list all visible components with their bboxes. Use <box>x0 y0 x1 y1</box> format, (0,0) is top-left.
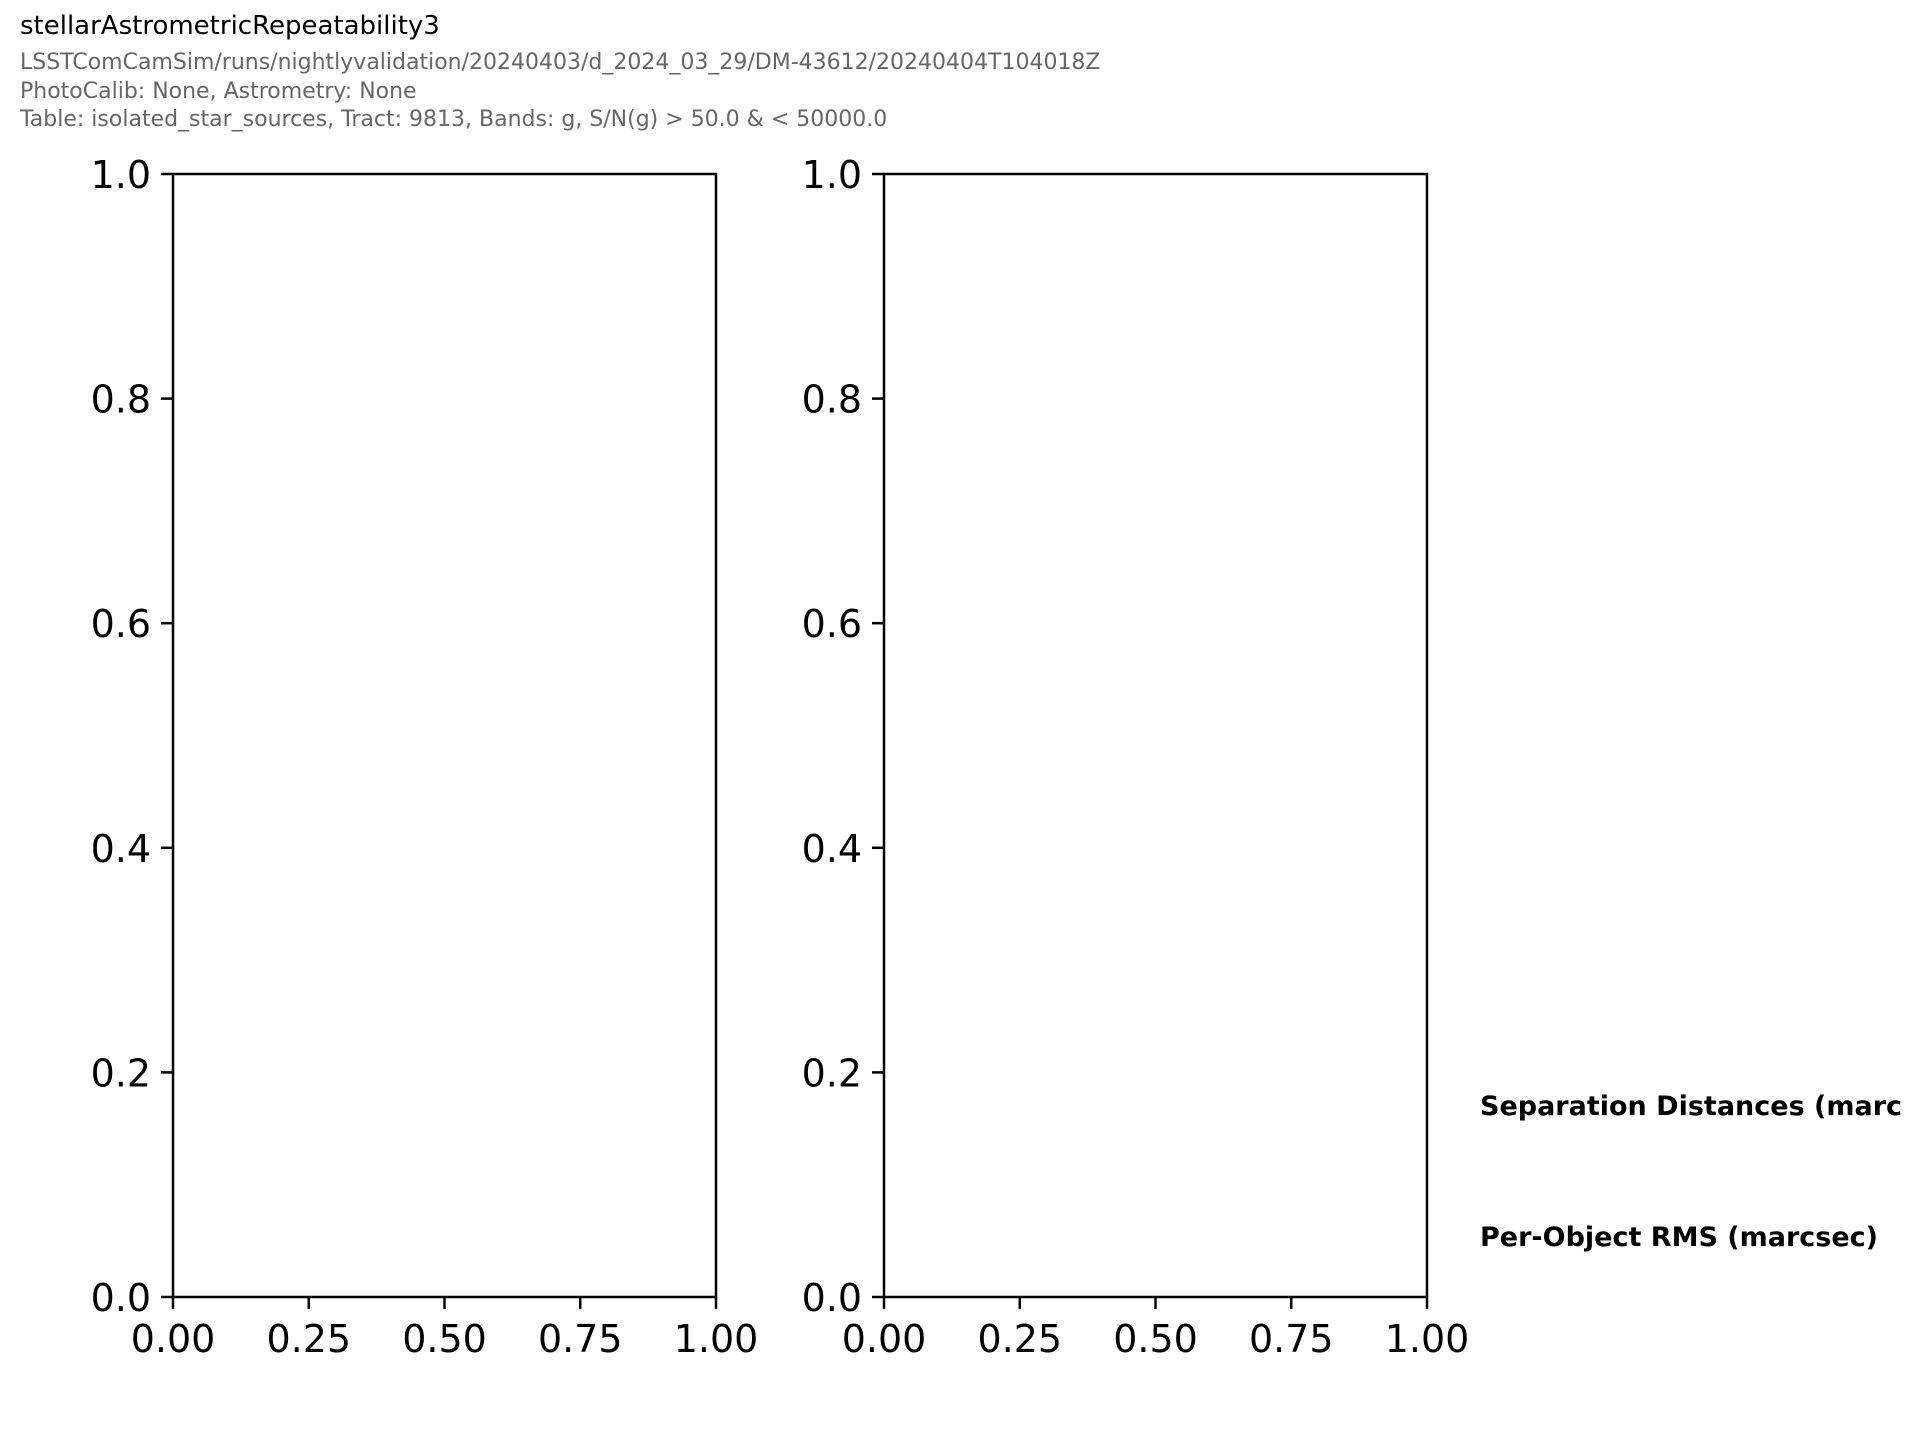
subtitle-selection: Table: isolated_star_sources, Tract: 981… <box>19 107 887 132</box>
x-tick-label: 1.00 <box>1385 1317 1470 1361</box>
y-tick-label: 0.0 <box>802 1276 862 1320</box>
separation-distances-panel: 0.00 0.25 0.50 0.75 1.00 0.0 0.2 0.4 0.6 0.8 1.0 <box>91 153 759 1361</box>
subtitle-calibration: PhotoCalib: None, Astrometry: None <box>20 79 417 104</box>
y-tick-label: 0.4 <box>802 827 862 871</box>
subtitle-run-path: LSSTComCamSim/runs/nightlyvalidation/202… <box>20 50 1101 75</box>
x-tick-label: 0.00 <box>131 1317 216 1361</box>
x-tick-label: 0.25 <box>266 1317 351 1361</box>
y-tick-label: 0.6 <box>91 602 151 646</box>
axes-frame <box>882 172 1429 1299</box>
axes-frame <box>171 172 718 1299</box>
x-tick-label: 0.75 <box>1249 1317 1334 1361</box>
per-object-rms-label: Per-Object RMS (marcsec) <box>1480 1222 1878 1253</box>
y-tick-label: 0.8 <box>802 378 862 422</box>
y-tick-label: 0.8 <box>91 378 151 422</box>
y-tick-label: 1.0 <box>91 153 151 197</box>
per-object-rms-panel: 0.00 0.25 0.50 0.75 1.00 0.0 0.2 0.4 0.6 0.8 1.0 <box>802 153 1470 1361</box>
y-tick-label: 0.4 <box>91 827 151 871</box>
x-tick-label: 1.00 <box>674 1317 759 1361</box>
y-tick-label: 0.2 <box>802 1051 862 1095</box>
separation-distances-label: Separation Distances (marc <box>1480 1091 1902 1122</box>
x-tick-label: 0.50 <box>1113 1317 1198 1361</box>
y-tick-label: 1.0 <box>802 153 862 197</box>
y-tick-label: 0.2 <box>91 1051 151 1095</box>
y-tick-label: 0.0 <box>91 1276 151 1320</box>
x-tick-label: 0.50 <box>402 1317 487 1361</box>
x-tick-label: 0.25 <box>977 1317 1062 1361</box>
x-tick-label: 0.00 <box>842 1317 927 1361</box>
x-tick-label: 0.75 <box>538 1317 623 1361</box>
y-tick-label: 0.6 <box>802 602 862 646</box>
figure-title: stellarAstrometricRepeatability3 <box>20 11 440 41</box>
